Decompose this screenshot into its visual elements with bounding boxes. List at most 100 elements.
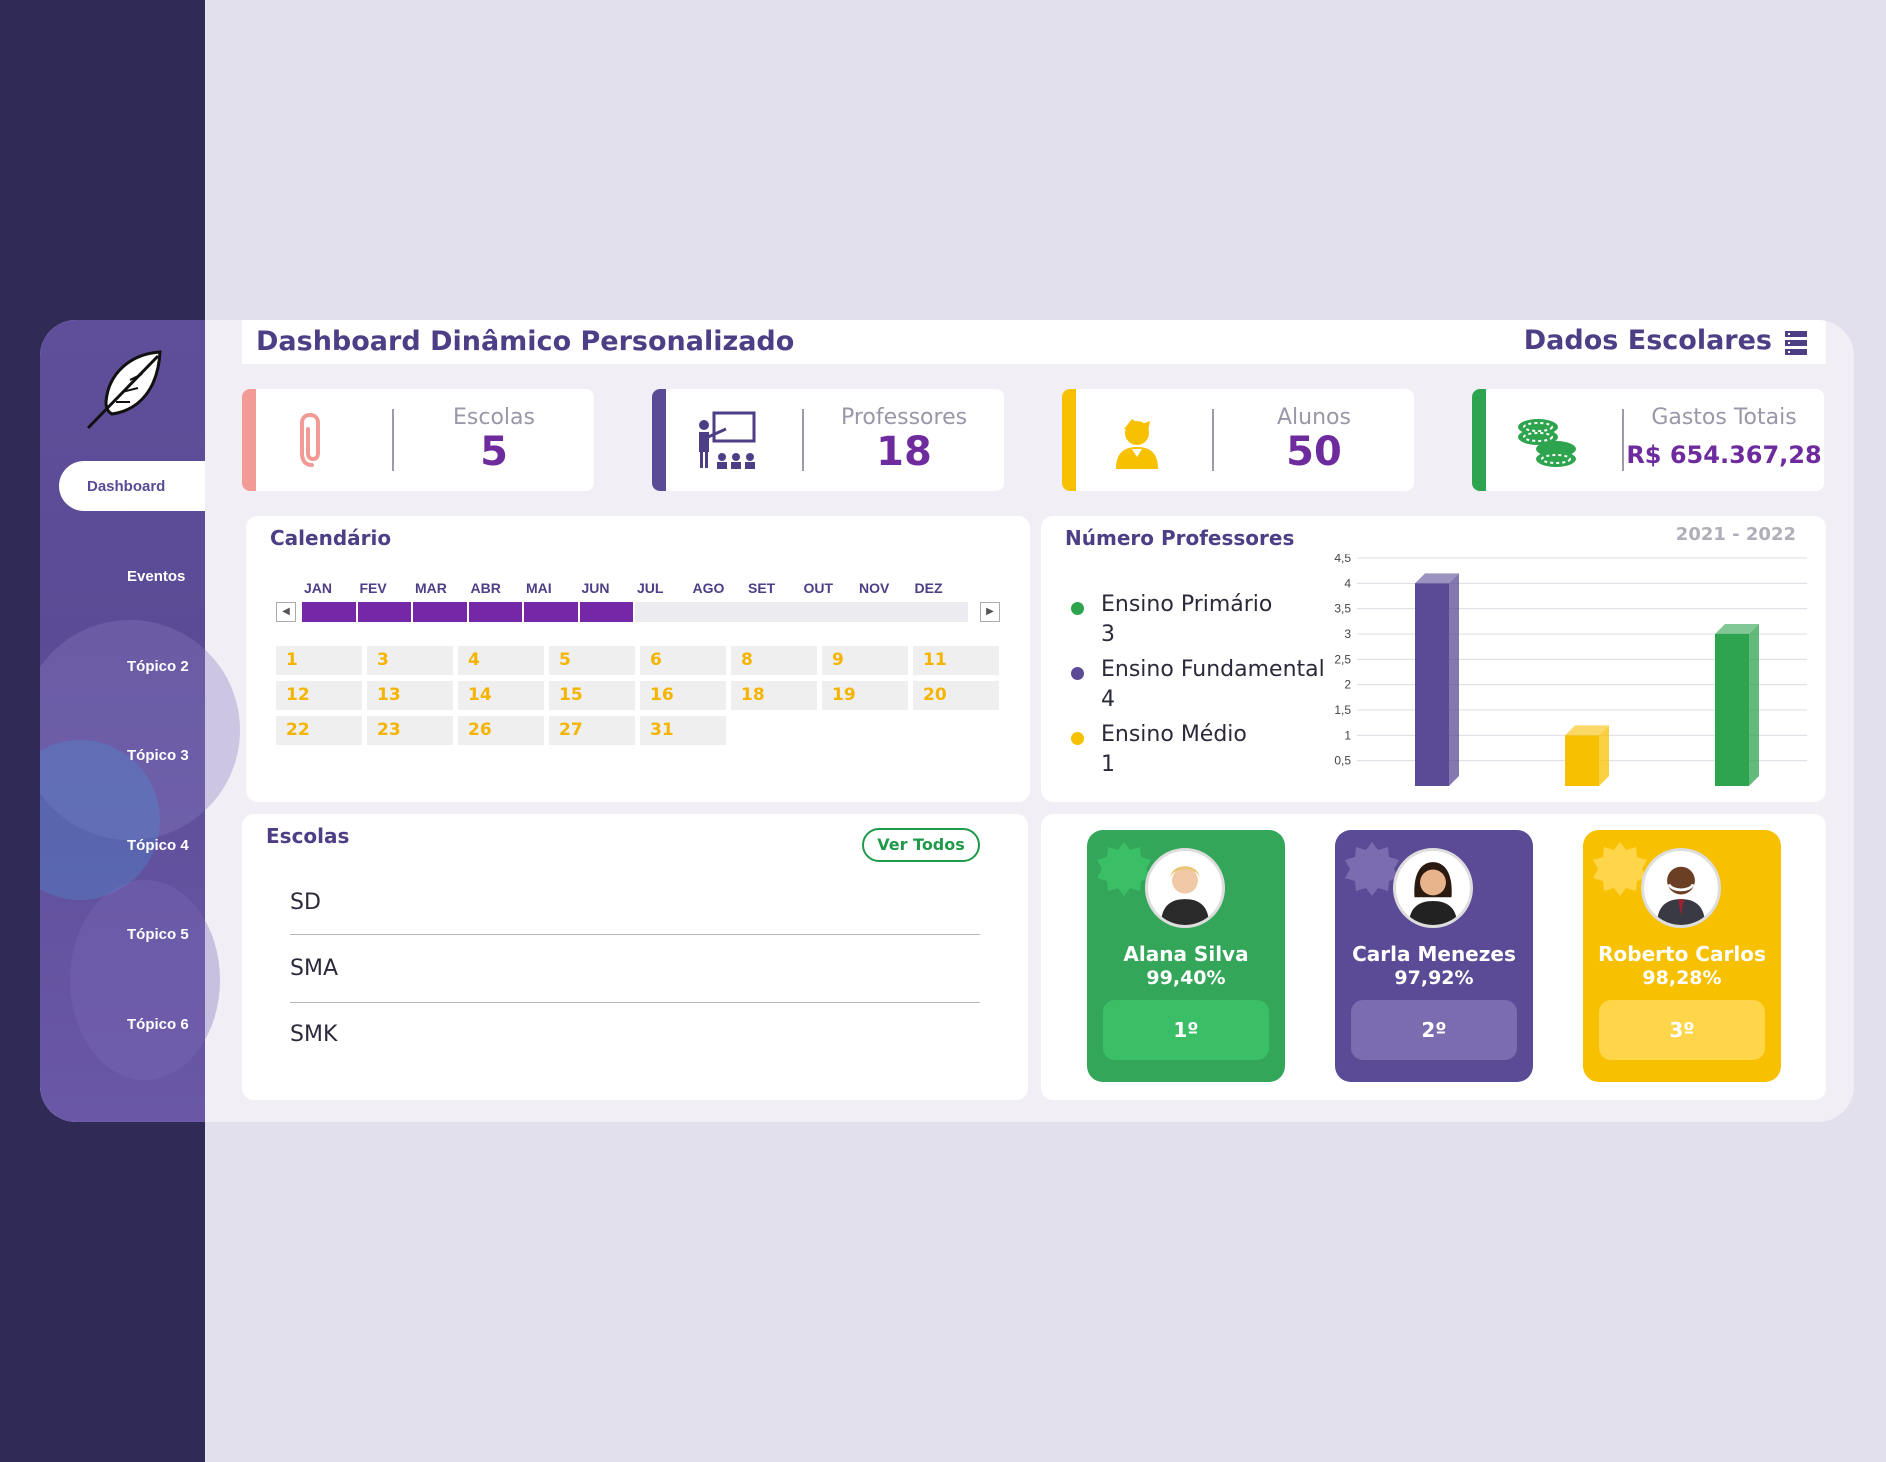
nav-dashboard[interactable]: Dashboard (59, 461, 205, 511)
month-segment-selected[interactable] (302, 602, 358, 622)
kpi-value: 18 (876, 429, 932, 475)
calendar-day[interactable]: 19 (822, 681, 908, 710)
nav-topico-2[interactable]: Tópico 2 (87, 641, 205, 691)
y-tick-label: 3,5 (1334, 602, 1351, 616)
calendar-day[interactable]: 8 (731, 646, 817, 675)
month-label: AGO (692, 580, 725, 596)
nav-eventos[interactable]: Eventos (87, 551, 205, 601)
calendar-day[interactable]: 6 (640, 646, 726, 675)
month-segment-selected[interactable] (524, 602, 580, 622)
nav-topico-3[interactable]: Tópico 3 (87, 730, 205, 780)
nav-topico-6[interactable]: Tópico 6 (87, 999, 205, 1049)
teacher-icon (699, 411, 756, 469)
student-percent: 99,40% (1146, 967, 1226, 989)
kpi-value: R$ 654.367,28 (1626, 441, 1822, 469)
calendar-day[interactable]: 18 (731, 681, 817, 710)
y-tick-label: 3 (1344, 627, 1351, 641)
calendar-day[interactable]: 22 (276, 716, 362, 745)
school-item[interactable]: SMK (290, 1022, 338, 1047)
nav-label: Tópico 5 (127, 925, 189, 943)
teachers-bar-chart: 0,5 1 1,5 2 2,5 3 3,5 4 4,5 (1334, 554, 1807, 786)
seal-badge-icon (1097, 842, 1151, 896)
nav-label: Tópico 6 (127, 1015, 189, 1033)
kpi-accent-bar (1472, 389, 1486, 491)
legend-label: Ensino Fundamental (1101, 657, 1325, 682)
school-item[interactable]: SMA (290, 956, 338, 981)
legend-label: Ensino Primário (1101, 592, 1273, 617)
kpi-label: Alunos (1277, 405, 1351, 430)
student-icon (1116, 419, 1158, 469)
month-timeline[interactable] (302, 602, 968, 622)
calendar-day[interactable]: 13 (367, 681, 453, 710)
avatar (1393, 848, 1473, 928)
chart-bar[interactable] (1565, 725, 1609, 786)
school-item[interactable]: SD (290, 890, 321, 915)
calendar-day[interactable]: 9 (822, 646, 908, 675)
avatar (1641, 848, 1721, 928)
y-tick-label: 4 (1344, 576, 1351, 590)
kpi-accent-bar (1062, 389, 1076, 491)
calendar-day[interactable]: 16 (640, 681, 726, 710)
timeline-prev-button[interactable]: ◀ (276, 602, 296, 622)
kpi-label: Gastos Totais (1651, 405, 1797, 430)
calendar-day[interactable]: 31 (640, 716, 726, 745)
calendar-day[interactable]: 1 (276, 646, 362, 675)
month-label: SET (748, 580, 776, 596)
month-segment-selected[interactable] (468, 602, 524, 622)
calendar-day[interactable]: 12 (276, 681, 362, 710)
calendar-day[interactable]: 14 (458, 681, 544, 710)
view-all-button[interactable]: Ver Todos (862, 828, 980, 862)
legend-dot (1071, 667, 1084, 680)
month-label: MAR (415, 580, 447, 596)
month-segment-selected[interactable] (579, 602, 635, 622)
legend-value: 3 (1101, 622, 1115, 647)
chart-bar[interactable] (1415, 573, 1459, 786)
ranking-card-3[interactable]: Roberto Carlos 98,28% 3º (1583, 830, 1781, 1082)
timeline-next-button[interactable]: ▶ (980, 602, 1000, 622)
student-name: Roberto Carlos (1598, 942, 1766, 966)
database-icon[interactable] (1784, 330, 1808, 356)
title-bar: Dashboard Dinâmico Personalizado Dados E… (242, 320, 1826, 364)
kpi-divider (1622, 409, 1624, 471)
student-percent: 97,92% (1394, 967, 1474, 989)
calendar-day[interactable]: 26 (458, 716, 544, 745)
month-segment-selected[interactable] (357, 602, 413, 622)
month-segment-selected[interactable] (413, 602, 469, 622)
ranking-card: Alana Silva 99,40% 1º Carla Menezes 97,9… (1041, 814, 1826, 1100)
paperclip-icon (300, 412, 320, 467)
calendar-day[interactable]: 20 (913, 681, 999, 710)
feather-logo-icon (86, 350, 162, 430)
y-tick-label: 4,5 (1334, 554, 1351, 565)
teachers-card: Número Professores 2021 - 2022 Ensino Pr… (1041, 516, 1826, 802)
nav-label: Tópico 2 (127, 657, 189, 675)
kpi-value: 50 (1286, 429, 1342, 475)
avatar (1145, 848, 1225, 928)
nav-label: Tópico 3 (127, 746, 189, 764)
nav-topico-5[interactable]: Tópico 5 (87, 909, 205, 959)
month-label: FEV (359, 580, 387, 596)
calendar-card: Calendário JAN FEV MAR ABR MAI JUN JUL AGO SET OU… (246, 516, 1030, 802)
month-label: MAI (526, 580, 552, 596)
kpi-label: Escolas (453, 405, 535, 430)
y-tick-label: 2 (1344, 678, 1351, 692)
seal-badge-icon (1593, 842, 1647, 896)
student-name: Carla Menezes (1352, 942, 1516, 966)
page-title: Dashboard Dinâmico Personalizado (256, 326, 795, 357)
calendar-title: Calendário (270, 526, 392, 550)
calendar-day[interactable]: 27 (549, 716, 635, 745)
calendar-day[interactable]: 3 (367, 646, 453, 675)
calendar-day[interactable]: 15 (549, 681, 635, 710)
sidebar: Dashboard Eventos Tópico 2 Tópico 3 Tópi… (40, 320, 240, 1122)
calendar-day[interactable]: 4 (458, 646, 544, 675)
ranking-card-2[interactable]: Carla Menezes 97,92% 2º (1335, 830, 1533, 1082)
y-tick-label: 1,5 (1334, 703, 1351, 717)
ranking-card-1[interactable]: Alana Silva 99,40% 1º (1087, 830, 1285, 1082)
rank-position: 2º (1351, 1000, 1517, 1060)
nav-topico-4[interactable]: Tópico 4 (87, 820, 205, 870)
chart-bar[interactable] (1715, 624, 1759, 786)
divider (290, 1002, 980, 1003)
calendar-day[interactable]: 11 (913, 646, 999, 675)
rank-position: 3º (1599, 1000, 1765, 1060)
calendar-day[interactable]: 23 (367, 716, 453, 745)
calendar-day[interactable]: 5 (549, 646, 635, 675)
